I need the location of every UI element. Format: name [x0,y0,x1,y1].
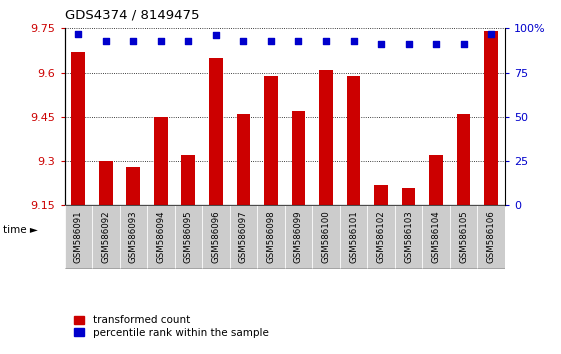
Bar [367,205,395,269]
Bar [402,188,416,205]
Bar [264,75,278,205]
Bar [457,114,471,205]
Text: GSM586101: GSM586101 [349,210,358,263]
Text: day 60: day 60 [373,224,416,236]
Text: GSM586103: GSM586103 [404,210,413,263]
Bar [65,212,285,248]
Point [486,31,495,36]
Point [129,38,138,44]
Bar [312,205,340,269]
Bar [340,205,367,269]
Text: GSM586097: GSM586097 [239,210,248,263]
Bar [92,205,119,269]
Text: GSM586092: GSM586092 [102,210,111,263]
Text: day 1: day 1 [157,224,192,236]
Point [184,38,193,44]
Point [102,38,111,44]
Point [74,31,83,36]
Text: GSM586102: GSM586102 [376,210,385,263]
Bar [347,75,360,205]
Text: GSM586100: GSM586100 [321,210,330,263]
Text: GSM586093: GSM586093 [129,210,138,263]
Bar [147,205,174,269]
Point [321,38,330,44]
Point [266,38,275,44]
Bar [209,58,223,205]
Text: GSM586091: GSM586091 [74,210,83,263]
Text: GSM586104: GSM586104 [431,210,440,263]
Bar [71,52,85,205]
Legend: transformed count, percentile rank within the sample: transformed count, percentile rank withi… [70,311,273,342]
Point [431,41,440,47]
Point [157,38,165,44]
Bar [395,205,422,269]
Point [349,38,358,44]
Bar [422,205,450,269]
Bar [285,205,312,269]
Bar [292,111,305,205]
Bar [477,205,505,269]
Text: time ►: time ► [3,225,38,235]
Text: GSM586099: GSM586099 [294,210,303,263]
Point [239,38,248,44]
Bar [202,205,229,269]
Point [459,41,468,47]
Text: GSM586096: GSM586096 [211,210,220,263]
Bar [229,205,257,269]
Point [376,41,385,47]
Bar [126,167,140,205]
Bar [65,205,92,269]
Bar [99,161,113,205]
Bar [374,185,388,205]
Point [404,41,413,47]
Text: GSM586095: GSM586095 [184,210,193,263]
Text: GDS4374 / 8149475: GDS4374 / 8149475 [65,8,199,21]
Text: GSM586105: GSM586105 [459,210,468,263]
Bar [450,205,477,269]
Bar [429,155,443,205]
Bar [174,205,202,269]
Bar [257,205,285,269]
Bar [154,117,168,205]
Bar [119,205,147,269]
Text: GSM586106: GSM586106 [486,210,495,263]
Bar [319,70,333,205]
Bar [285,212,505,248]
Bar [182,155,195,205]
Point [294,38,303,44]
Bar [237,114,250,205]
Bar [484,31,498,205]
Text: GSM586098: GSM586098 [266,210,275,263]
Point [211,33,220,38]
Text: GSM586094: GSM586094 [157,210,165,263]
